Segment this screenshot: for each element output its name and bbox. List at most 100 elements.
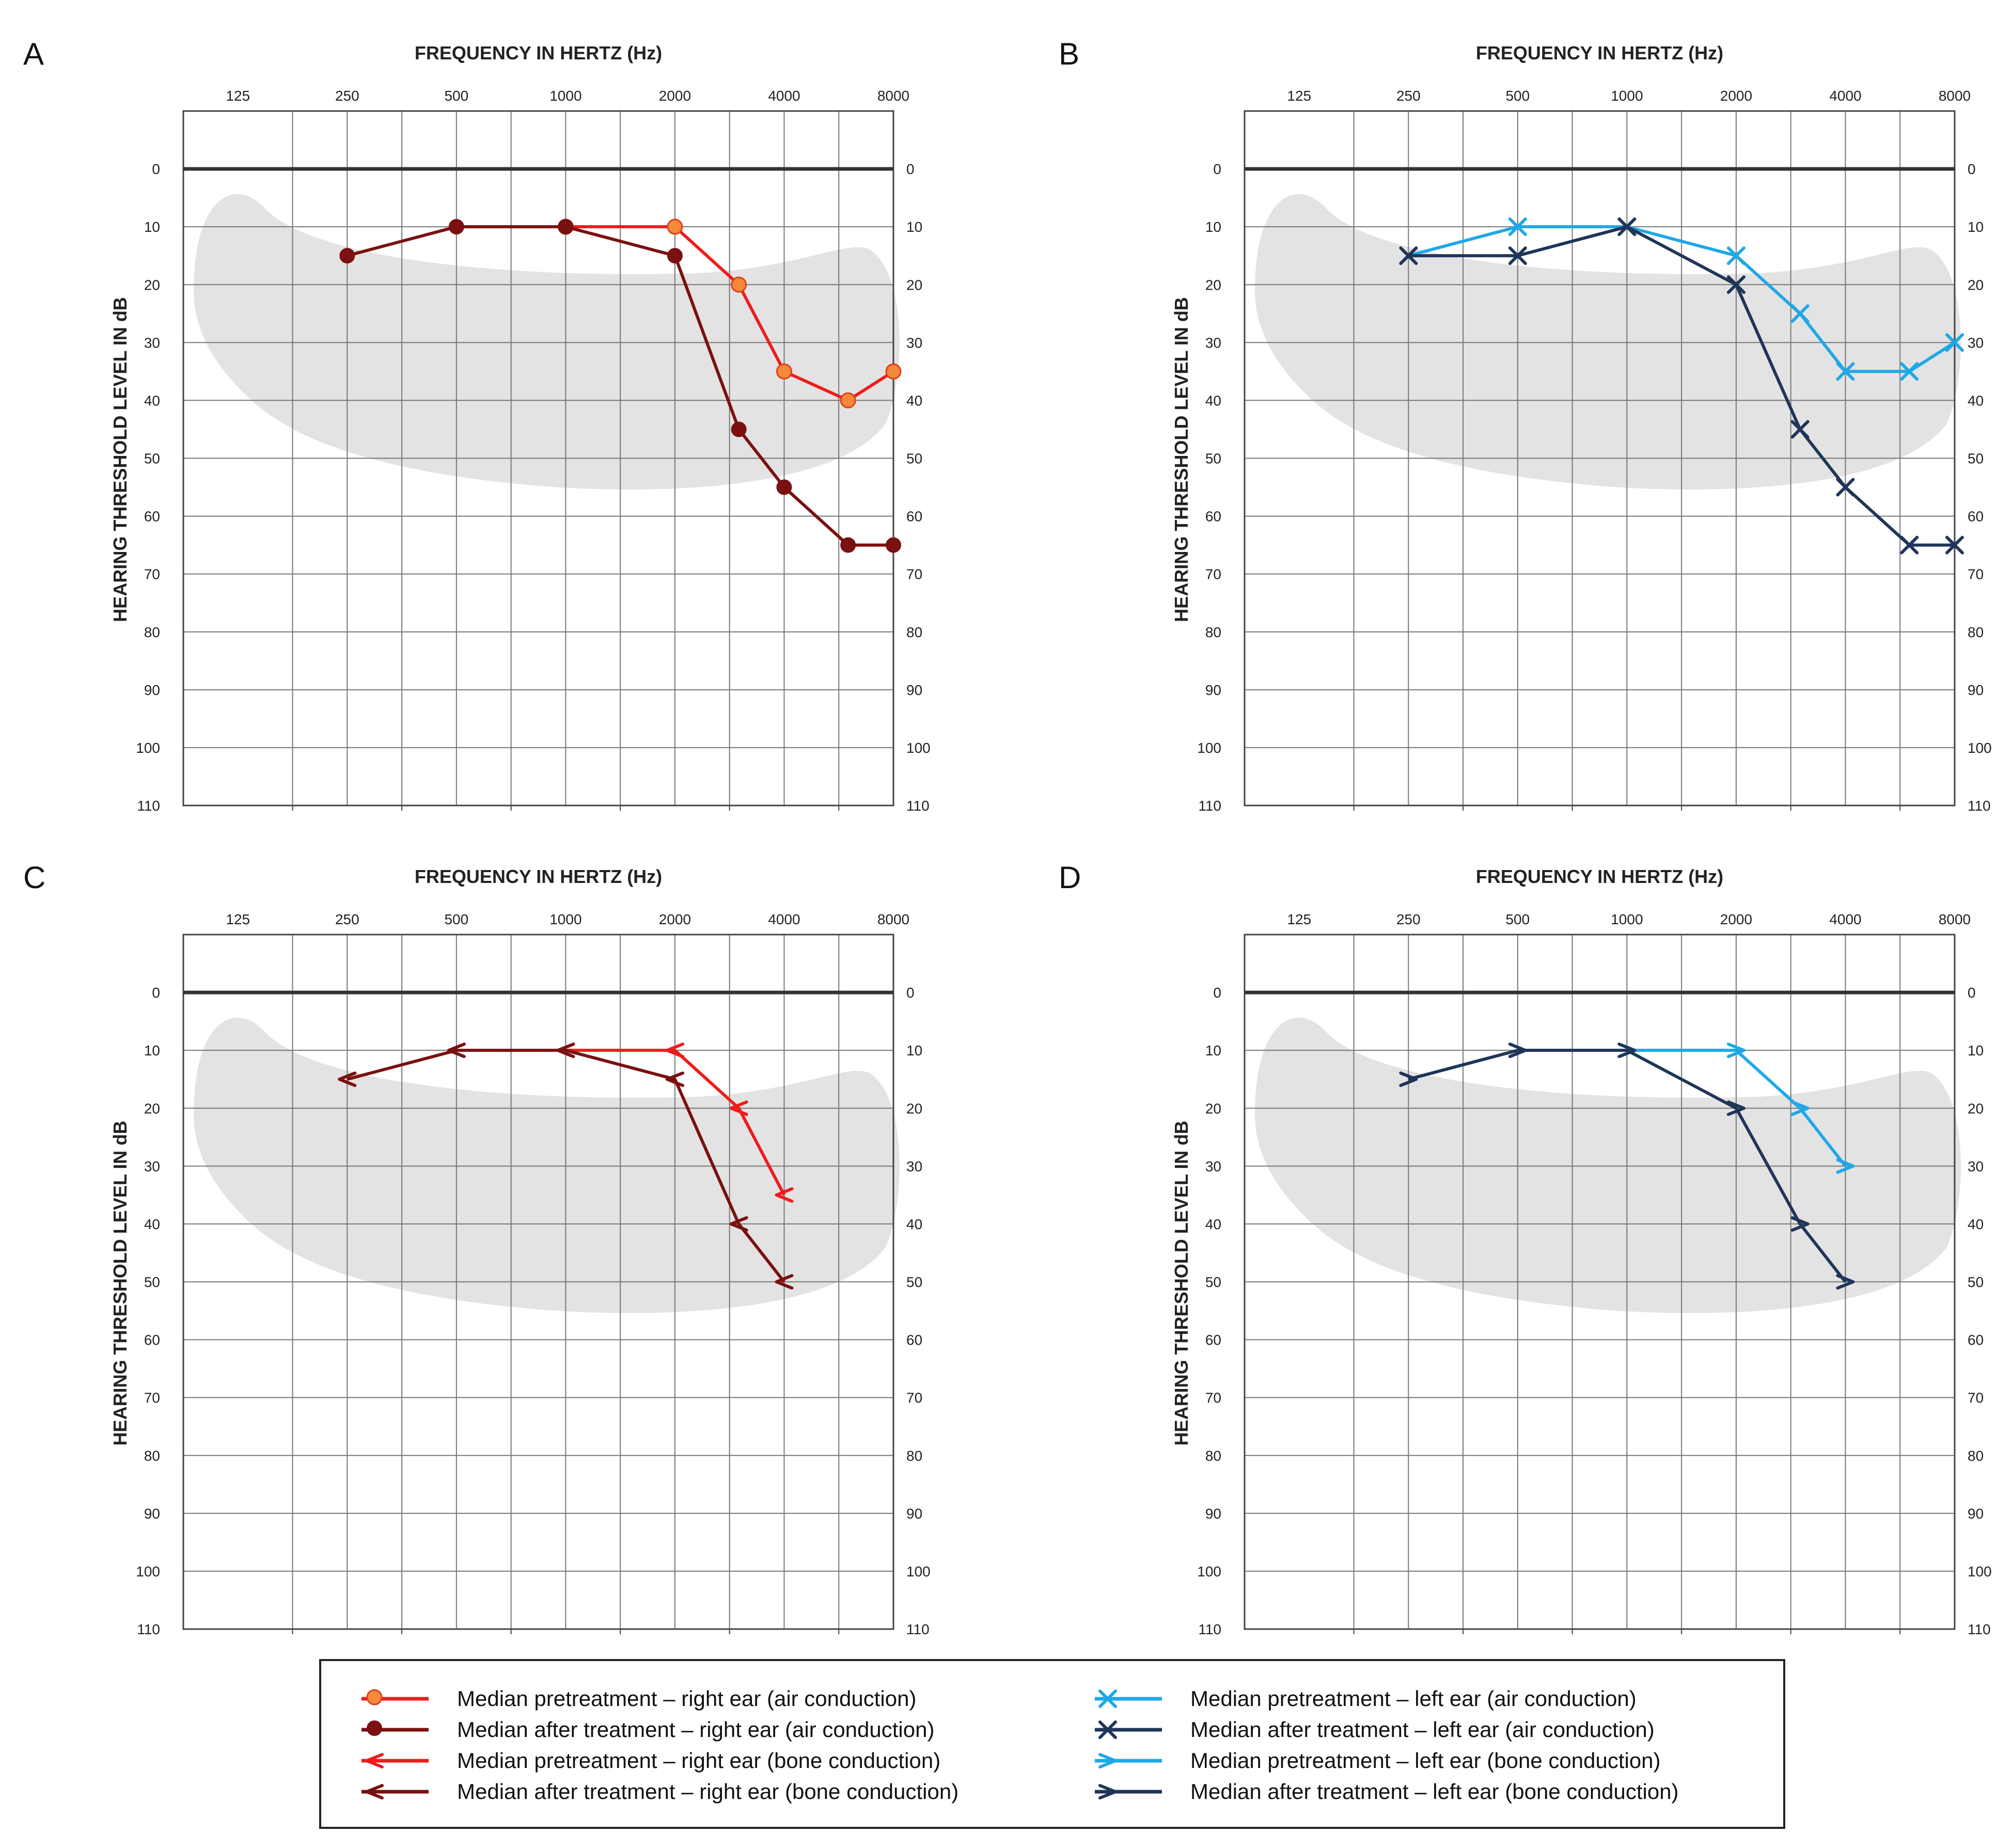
- data-point-marker: [558, 219, 574, 235]
- y-axis-title: HEARING THRESHOLD LEVEL IN dB: [109, 297, 131, 622]
- x-tick-label: 2000: [659, 88, 691, 104]
- x-axis-title: FREQUENCY IN HERTZ (Hz): [415, 42, 662, 64]
- y-tick-label-left: 50: [144, 1274, 160, 1290]
- y-tick-label-right: 0: [1968, 161, 1976, 177]
- y-tick-label-right: 50: [1968, 451, 1984, 467]
- y-tick-label-right: 80: [1968, 1448, 1984, 1464]
- y-tick-label-left: 70: [144, 1390, 160, 1406]
- x-tick-label: 4000: [1829, 911, 1861, 927]
- legend-marker: [365, 1753, 384, 1768]
- data-point-marker: [1399, 246, 1418, 265]
- panel-letter: B: [1059, 37, 1079, 71]
- speech-banana-area: [194, 194, 900, 490]
- y-tick-label-left: 40: [1205, 392, 1221, 408]
- y-tick-label-right: 90: [1968, 1506, 1984, 1522]
- plot-frame: [1244, 110, 1956, 807]
- y-tick-label-right: 10: [906, 219, 922, 235]
- x-tick-label: 250: [1396, 911, 1421, 927]
- legend-label: Median after treatment – right ear (bone…: [457, 1779, 958, 1804]
- y-tick-label-left: 0: [1213, 161, 1221, 177]
- speech-banana-area: [1255, 1017, 1961, 1314]
- y-tick-label-left: 50: [144, 451, 160, 467]
- y-tick-label-right: 60: [906, 509, 922, 525]
- data-point-marker: [729, 1100, 748, 1116]
- data-point-marker: [1836, 478, 1855, 497]
- legend-label: Median pretreatment – right ear (bone co…: [457, 1748, 940, 1773]
- data-point-marker: [731, 421, 747, 437]
- plot-frame: [1244, 934, 1956, 1630]
- y-tick-label-right: 70: [906, 1390, 922, 1406]
- series-line-1: [1408, 225, 1956, 373]
- y-tick-label-right: 60: [1968, 1332, 1984, 1348]
- x-tick-label: 250: [1396, 88, 1421, 104]
- y-tick-label-left: 10: [144, 219, 160, 235]
- y-tick-label-right: 70: [1968, 1390, 1984, 1406]
- series-line-2: [347, 225, 893, 547]
- y-tick-label-left: 20: [144, 1100, 160, 1116]
- x-tick-label: 125: [226, 88, 250, 104]
- y-tick-label-right: 90: [906, 1506, 922, 1522]
- x-tick-label: 125: [226, 911, 250, 927]
- y-tick-label-right: 80: [906, 1448, 922, 1464]
- x-tick-label: 500: [444, 88, 468, 104]
- y-tick-label-left: 60: [144, 1332, 160, 1348]
- y-tick-label-left: 40: [144, 392, 160, 408]
- legend-label: Median pretreatment – right ear (air con…: [457, 1686, 916, 1711]
- y-tick-label-right: 50: [1968, 1274, 1984, 1290]
- data-point-marker: [1726, 1043, 1745, 1059]
- y-tick-label-left: 100: [136, 740, 160, 756]
- y-tick-label-right: 40: [906, 392, 922, 408]
- x-tick-label: 2000: [659, 911, 691, 927]
- data-point-marker: [1945, 535, 1964, 555]
- y-tick-label-left: 100: [136, 1563, 160, 1580]
- y-tick-label-right: 20: [1968, 277, 1984, 293]
- series-line-1: [565, 225, 894, 402]
- y-tick-label-right: 10: [906, 1043, 922, 1059]
- legend-marker: [1098, 1784, 1117, 1799]
- data-point-marker: [1836, 1274, 1855, 1290]
- y-tick-label-right: 90: [906, 682, 922, 698]
- data-point-marker: [885, 363, 902, 380]
- data-point-marker: [665, 1071, 684, 1087]
- y-axis-title: HEARING THRESHOLD LEVEL IN dB: [109, 1120, 131, 1445]
- data-point-marker: [339, 248, 355, 264]
- data-point-marker: [776, 363, 792, 380]
- series-line-1: [565, 1049, 786, 1196]
- x-axis-title: FREQUENCY IN HERTZ (Hz): [1476, 42, 1723, 64]
- data-point-marker: [1790, 1216, 1810, 1232]
- chart-panel-b: FREQUENCY IN HERTZ (Hz)125 250 500 1000 2000…: [1171, 42, 1992, 814]
- y-tick-label-left: 0: [152, 985, 160, 1001]
- x-tick-label: 125: [1287, 88, 1311, 104]
- y-tick-label-right: 60: [906, 1332, 922, 1348]
- y-tick-label-right: 50: [906, 451, 922, 467]
- legend-frame: [319, 1659, 1785, 1829]
- data-point-marker: [1617, 1043, 1637, 1059]
- x-tick-label: 4000: [1829, 88, 1861, 104]
- y-tick-label-left: 110: [1198, 798, 1221, 814]
- y-tick-label-left: 50: [1205, 451, 1221, 467]
- speech-banana-area: [194, 1017, 900, 1314]
- y-tick-label-left: 60: [1205, 1332, 1221, 1348]
- panel-letter: A: [23, 37, 44, 71]
- data-point-marker: [1900, 362, 1919, 381]
- y-tick-label-left: 70: [1205, 1390, 1221, 1406]
- y-tick-label-left: 110: [137, 1621, 160, 1637]
- x-tick-label: 125: [1287, 911, 1311, 927]
- data-point-marker: [1900, 535, 1919, 555]
- x-tick-label: 250: [335, 911, 359, 927]
- legend-label: Median after treatment – right ear (air …: [457, 1717, 934, 1742]
- legend-marker: [1098, 1689, 1117, 1708]
- data-point-marker: [1790, 1100, 1810, 1116]
- data-point-marker: [667, 248, 683, 264]
- data-point-marker: [665, 1043, 684, 1059]
- x-tick-label: 1000: [549, 911, 581, 927]
- x-tick-label: 4000: [768, 911, 800, 927]
- y-tick-label-left: 30: [1205, 1158, 1221, 1174]
- y-tick-label-left: 20: [144, 277, 160, 293]
- data-point-marker: [1726, 246, 1745, 265]
- y-tick-label-right: 50: [906, 1274, 922, 1290]
- chart-panel-d: FREQUENCY IN HERTZ (Hz)125 250 500 1000 2000…: [1171, 866, 1992, 1637]
- data-point-marker: [775, 1274, 794, 1290]
- data-point-marker: [1945, 333, 1964, 352]
